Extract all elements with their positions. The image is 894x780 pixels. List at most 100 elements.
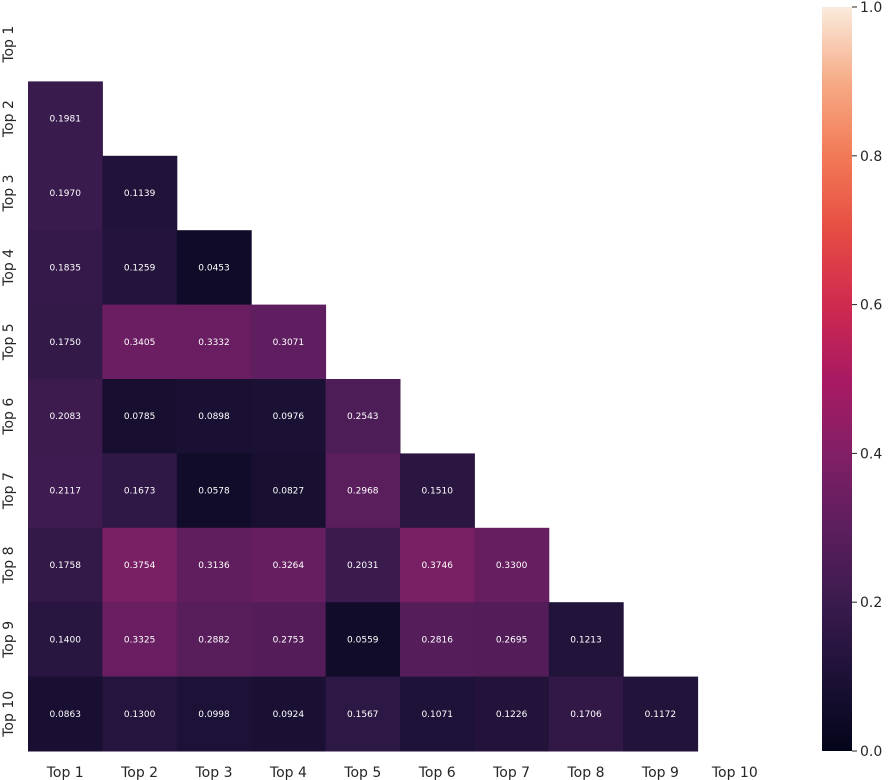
heatmap-cell	[102, 379, 178, 454]
cell-value-label: 0.2083	[49, 412, 81, 422]
heatmap-cell	[251, 379, 327, 454]
cell-value-label: 0.0976	[273, 412, 305, 422]
heatmap-cell	[400, 602, 475, 678]
heatmap-cell	[400, 453, 475, 529]
cell-value-label: 0.1510	[421, 487, 453, 497]
cell-value-label: 0.0998	[198, 710, 230, 720]
y-tick-label: Top 7	[1, 472, 17, 510]
y-tick-label: Top 1	[1, 26, 17, 64]
cell-value-label: 0.1758	[49, 561, 81, 571]
cell-value-label: 0.1567	[347, 710, 379, 720]
heatmap-cell	[28, 379, 103, 454]
cell-value-label: 0.0898	[198, 412, 230, 422]
cell-value-label: 0.1750	[49, 338, 81, 348]
cell-value-label: 0.3136	[198, 561, 230, 571]
x-tick-label: Top 9	[641, 765, 679, 780]
cell-value-label: 0.3405	[124, 338, 156, 348]
x-tick-label: Top 6	[418, 765, 456, 780]
cell-value-label: 0.0559	[347, 635, 379, 645]
colorbar-tick-label: 1.0	[860, 0, 882, 16]
x-tick-label: Top 8	[567, 765, 605, 780]
heatmap-cell	[28, 527, 103, 603]
heatmap-cell	[102, 527, 178, 603]
heatmap-cell	[474, 527, 550, 603]
cell-value-label: 0.0863	[49, 710, 81, 720]
cell-value-label: 0.1226	[496, 710, 528, 720]
heatmap-cell	[325, 379, 401, 454]
cell-value-label: 0.0453	[198, 263, 230, 273]
heatmap-cell	[548, 676, 624, 752]
cell-value-label: 0.3300	[496, 561, 528, 571]
y-tick-label: Top 6	[1, 398, 17, 436]
heatmap-cell	[251, 602, 327, 678]
cell-value-label: 0.3754	[124, 561, 156, 571]
cell-value-label: 0.1139	[124, 189, 156, 199]
y-tick-label: Top 10	[1, 691, 17, 738]
cell-value-label: 0.1300	[124, 710, 156, 720]
heatmap-cell	[28, 304, 103, 380]
y-tick-label: Top 4	[1, 249, 17, 287]
heatmap-cell	[251, 453, 327, 529]
colorbar-tick-label: 0.8	[860, 149, 882, 165]
x-tick-label: Top 2	[120, 765, 158, 780]
cell-value-label: 0.2882	[198, 635, 230, 645]
y-tick-label: Top 3	[1, 175, 17, 213]
cell-value-label: 0.2816	[421, 635, 453, 645]
heatmap-cell	[28, 155, 103, 231]
heatmap-cell	[28, 602, 103, 678]
heatmap-cell	[176, 230, 252, 306]
heatmap-cell	[28, 230, 103, 306]
cell-value-label: 0.2968	[347, 487, 379, 497]
heatmap-cell	[102, 602, 178, 678]
colorbar-tick-label: 0.4	[860, 446, 882, 462]
cell-value-label: 0.1213	[570, 635, 602, 645]
cell-value-label: 0.2543	[347, 412, 379, 422]
cell-value-label: 0.1706	[570, 710, 602, 720]
heatmap-cell	[176, 453, 252, 529]
heatmap-cell	[102, 676, 178, 752]
colorbar-tick-label: 0.6	[860, 298, 882, 314]
heatmap-cell	[400, 676, 475, 752]
heatmap-cell	[325, 453, 401, 529]
cell-value-label: 0.3325	[124, 635, 156, 645]
cell-value-label: 0.3332	[198, 338, 230, 348]
heatmap-cell	[325, 602, 401, 678]
cell-value-label: 0.0578	[198, 487, 230, 497]
y-axis-ticks: Top 1 Top 2 Top 3 Top 4 Top 5 Top 6 Top 7 Top 8…	[1, 26, 17, 738]
heatmap-cell	[102, 155, 178, 231]
cell-value-label: 0.2031	[347, 561, 379, 571]
cell-value-label: 0.2117	[49, 487, 81, 497]
heatmap-cell	[28, 676, 103, 752]
cell-value-label: 0.0924	[273, 710, 305, 720]
cell-value-label: 0.1071	[421, 710, 453, 720]
cell-value-label: 0.3746	[421, 561, 453, 571]
heatmap-cell	[176, 304, 252, 380]
cell-value-label: 0.1981	[49, 115, 81, 125]
cell-value-label: 0.1970	[49, 189, 81, 199]
heatmap-cell	[176, 676, 252, 752]
heatmap-cell	[102, 230, 178, 306]
heatmap-cell	[28, 453, 103, 529]
cell-value-label: 0.1673	[124, 487, 156, 497]
heatmap-cell	[325, 527, 401, 603]
cell-value-label: 0.1835	[49, 263, 81, 273]
heatmap-cell	[474, 676, 550, 752]
cell-value-label: 0.1400	[49, 635, 81, 645]
colorbar-tick-label: 0.0	[860, 744, 882, 760]
heatmap-cell	[400, 527, 475, 603]
cell-value-label: 0.2753	[273, 635, 305, 645]
cell-value-label: 0.1259	[124, 263, 156, 273]
colorbar-gradient	[822, 7, 852, 751]
x-tick-label: Top 5	[343, 765, 381, 780]
heatmap-cell	[102, 304, 178, 380]
x-tick-label: Top 1	[46, 765, 84, 780]
cell-value-label: 0.1172	[645, 710, 677, 720]
heatmap-cell	[102, 453, 178, 529]
cell-value-label: 0.3264	[273, 561, 305, 571]
colorbar-tick-label: 0.2	[860, 595, 882, 611]
heatmap-cell	[325, 676, 401, 752]
heatmap-cell	[176, 379, 252, 454]
heatmap-cell	[176, 527, 252, 603]
heatmap-cell	[251, 304, 327, 380]
